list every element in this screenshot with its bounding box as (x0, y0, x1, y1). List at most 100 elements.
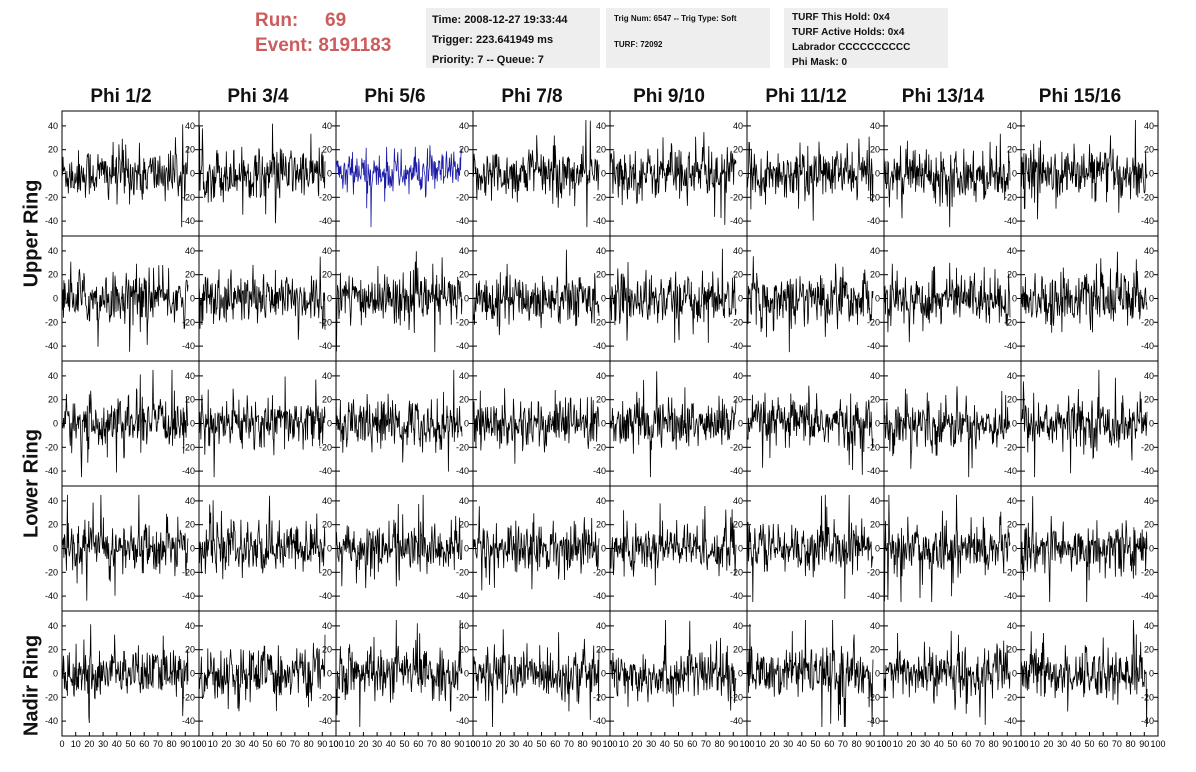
y-tick-label: 20 (322, 270, 332, 280)
y-tick-label: 40 (459, 496, 469, 506)
y-tick-label: 20 (185, 270, 195, 280)
waveform-trace (472, 629, 600, 728)
phi-label-8: Phi 15/16 (1038, 86, 1122, 107)
waveform-panel: -40 -40 -20 -20 0 0 20 20 40 40 (45, 235, 200, 362)
x-tick-label: 40 (523, 739, 533, 749)
y-tick-label: 40 (870, 371, 880, 381)
waveform-trace (883, 386, 1011, 478)
y-tick-label: 20 (322, 145, 332, 155)
phi-mask-text: Phi Mask: 0 (792, 57, 848, 68)
trigger-info-box: Time: 2008-12-27 19:33:44 Trigger: 223.6… (426, 8, 600, 68)
x-tick-label: 70 (153, 739, 163, 749)
waveform-trace (883, 133, 1011, 228)
y-tick-label: 20 (1007, 520, 1017, 530)
x-tick-label: 30 (509, 739, 519, 749)
waveform-trace (746, 619, 874, 728)
waveform-panel: -40 -20 0 20 40 (198, 360, 337, 487)
waveform-panel: -40 -20 0 20 40 (883, 110, 1022, 237)
y-tick-label: -20 (45, 692, 58, 702)
x-tick-label: 40 (660, 739, 670, 749)
waveform-panel: -40 -20 0 20 40 (609, 360, 748, 487)
phi-label-4: Phi 7/8 (501, 86, 563, 107)
y-tick-label: -20 (730, 692, 743, 702)
waveform-trace (883, 494, 1011, 603)
y-tick-label: -40 (1004, 341, 1017, 351)
y-tick-label: 0 (875, 169, 880, 179)
priority-text: Priority: 7 -- Queue: 7 (432, 54, 544, 66)
y-tick-label: 40 (185, 121, 195, 131)
x-tick-label: 100 (876, 739, 891, 749)
x-tick-label: 90 (454, 739, 464, 749)
y-tick-label: 0 (1012, 544, 1017, 554)
y-tick-label: 40 (733, 371, 743, 381)
y-tick-label: 0 (1012, 294, 1017, 304)
waveform-panel: -40 -20 0 20 40 (883, 360, 1022, 487)
x-tick-label: 20 (495, 739, 505, 749)
y-tick-label: -20 (456, 317, 469, 327)
waveform-trace (1020, 251, 1148, 333)
x-tick-label: 60 (139, 739, 149, 749)
y-tick-label: 20 (1144, 145, 1154, 155)
y-tick-label: -40 (1004, 466, 1017, 476)
y-tick-label: -20 (593, 567, 606, 577)
waveform-panel: -40 -20 0 20 40 (335, 235, 474, 362)
y-tick-label: 40 (48, 121, 58, 131)
y-tick-label: 0 (601, 169, 606, 179)
y-tick-label: 40 (322, 121, 332, 131)
y-tick-label: -20 (1141, 692, 1154, 702)
y-tick-label: 20 (1007, 645, 1017, 655)
y-tick-label: -20 (319, 317, 332, 327)
y-tick-label: 40 (870, 496, 880, 506)
waveform-panel: -40 -20 0 20 40 (746, 110, 885, 237)
y-tick-label: -20 (730, 317, 743, 327)
x-tick-label: 100 (328, 739, 343, 749)
waveform-panel: -40 -40 -20 -20 0 0 20 20 40 40 (45, 110, 200, 237)
y-tick-label: -20 (182, 692, 195, 702)
phi-label-6: Phi 11/12 (765, 86, 847, 107)
y-tick-label: 0 (738, 669, 743, 679)
waveform-panel: -40 -20 0 20 40 (198, 235, 337, 362)
x-tick-label: 70 (838, 739, 848, 749)
waveform-trace (335, 251, 463, 353)
waveform-trace (883, 630, 1011, 725)
y-tick-label: 20 (185, 645, 195, 655)
waveform-trace (1020, 119, 1148, 220)
y-tick-label: 0 (601, 294, 606, 304)
y-tick-label: 20 (1007, 270, 1017, 280)
y-tick-label: 40 (596, 121, 606, 131)
y-tick-label: 40 (48, 496, 58, 506)
y-tick-label: -20 (45, 442, 58, 452)
y-tick-label: -20 (456, 567, 469, 577)
x-tick-label: 0 (196, 739, 201, 749)
y-tick-label: -40 (45, 466, 58, 476)
waveform-trace (198, 634, 326, 712)
y-tick-label: 40 (459, 621, 469, 631)
x-tick-label: 70 (290, 739, 300, 749)
y-tick-label: -20 (1141, 442, 1154, 452)
y-tick-label: -20 (867, 692, 880, 702)
y-tick-label: 0 (875, 294, 880, 304)
x-tick-label: 80 (304, 739, 314, 749)
x-tick-label: 100 (739, 739, 754, 749)
y-tick-label: 0 (1012, 669, 1017, 679)
x-tick-label: 90 (728, 739, 738, 749)
y-tick-label: 0 (53, 169, 58, 179)
phi-label-7: Phi 13/14 (901, 86, 985, 107)
waveform-panel: -40 -40 -20 -20 0 0 20 20 40 40 (45, 360, 200, 487)
y-tick-label: 40 (1007, 371, 1017, 381)
y-tick-label: -20 (593, 692, 606, 702)
y-tick-label: 0 (875, 419, 880, 429)
y-tick-label: 20 (1144, 270, 1154, 280)
y-tick-label: 0 (190, 669, 195, 679)
phi-label-3: Phi 5/6 (364, 86, 426, 107)
x-tick-label: 70 (701, 739, 711, 749)
x-tick-label: 40 (386, 739, 396, 749)
y-tick-label: -20 (182, 567, 195, 577)
event-label: Event: (255, 35, 314, 56)
x-tick-label: 40 (934, 739, 944, 749)
y-tick-label: -40 (867, 466, 880, 476)
x-tick-label: 20 (358, 739, 368, 749)
